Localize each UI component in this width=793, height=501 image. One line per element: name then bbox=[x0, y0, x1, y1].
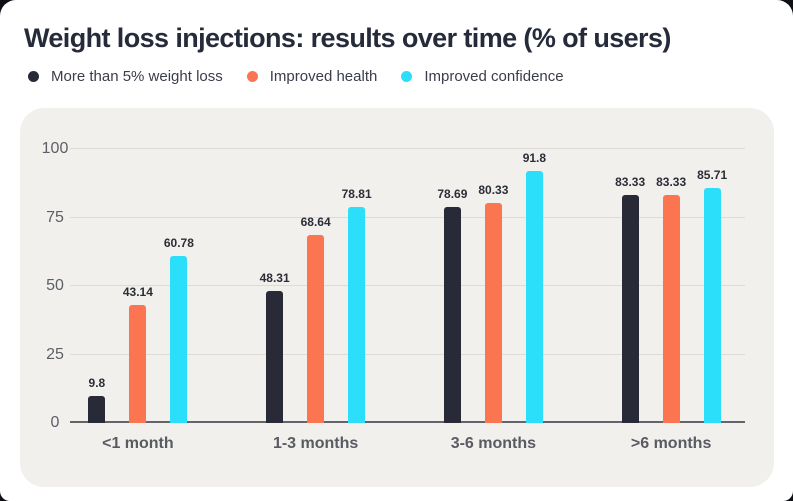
bar-slot: 48.31 bbox=[260, 149, 290, 423]
bar-slot: 68.64 bbox=[301, 149, 331, 423]
chart-title: Weight loss injections: results over tim… bbox=[24, 23, 671, 53]
gridline bbox=[70, 148, 745, 149]
legend-item-2: Improved confidence bbox=[401, 68, 564, 85]
legend-dot-icon bbox=[28, 71, 39, 82]
y-tick-label: 75 bbox=[46, 208, 64, 226]
category-group: 83.33 83.33 85.71 bbox=[582, 149, 760, 423]
bar-slot: 60.78 bbox=[164, 149, 194, 423]
legend-item-label: More than 5% weight loss bbox=[51, 68, 223, 85]
bar-value-label: 78.81 bbox=[341, 187, 372, 202]
bar bbox=[307, 234, 325, 423]
bar bbox=[443, 207, 461, 423]
x-tick-label: 1-3 months bbox=[272, 435, 359, 452]
bar bbox=[621, 194, 639, 423]
bar-value-label: 83.33 bbox=[615, 174, 646, 189]
bar-slot: 78.81 bbox=[342, 149, 372, 423]
bar-slot: 80.33 bbox=[478, 149, 508, 423]
bar-slot: 9.8 bbox=[88, 149, 106, 423]
legend-item-label: Improved health bbox=[269, 68, 378, 85]
bar-value-label: 9.8 bbox=[88, 376, 106, 391]
bar-value-label: 78.69 bbox=[437, 187, 468, 202]
bar-value-label: 80.33 bbox=[478, 182, 509, 197]
legend: More than 5% weight loss Improved health I… bbox=[28, 68, 564, 85]
bar-value-label: 91.8 bbox=[522, 151, 547, 166]
category-group: 78.69 80.33 91.8 bbox=[405, 149, 583, 423]
bar bbox=[129, 304, 147, 423]
bar bbox=[348, 207, 366, 423]
legend-dot-icon bbox=[246, 71, 258, 82]
legend-item-label: Improved confidence bbox=[424, 68, 564, 85]
category-group: 9.8 43.14 60.78 bbox=[49, 149, 227, 423]
gridline bbox=[70, 216, 745, 218]
bar-slot: 83.33 bbox=[615, 149, 645, 423]
chart-panel: 0 25 50 75 100 9.8 43.14 60.78 48.31 68.64 78.81 7… bbox=[20, 108, 774, 487]
bar bbox=[88, 396, 106, 423]
bar bbox=[662, 194, 680, 423]
bar-slot: 91.8 bbox=[522, 149, 547, 423]
y-tick-label: 100 bbox=[41, 140, 69, 157]
bar bbox=[170, 256, 188, 423]
x-axis-labels: <1 month 1-3 months 3-6 months >6 months bbox=[49, 435, 760, 453]
bar bbox=[266, 290, 284, 423]
bar-value-label: 68.64 bbox=[300, 214, 331, 229]
y-tick-label: 0 bbox=[50, 414, 60, 431]
bar bbox=[703, 188, 721, 423]
gridline bbox=[70, 285, 745, 286]
x-tick-label: >6 months bbox=[630, 435, 712, 452]
x-tick-label: 3-6 months bbox=[450, 435, 537, 452]
bar-value-label: 85.71 bbox=[697, 168, 728, 183]
bar bbox=[525, 171, 543, 423]
y-tick-label: 50 bbox=[46, 277, 64, 294]
legend-item-0: More than 5% weight loss bbox=[28, 68, 223, 85]
bar-value-label: 43.14 bbox=[122, 284, 153, 299]
category-group: 48.31 68.64 78.81 bbox=[227, 149, 405, 423]
legend-dot-icon bbox=[401, 71, 413, 82]
x-tick-label: <1 month bbox=[102, 435, 174, 452]
bar-value-label: 60.78 bbox=[163, 236, 194, 251]
gridline bbox=[70, 353, 745, 355]
bar-slot: 78.69 bbox=[437, 149, 467, 423]
bar-slot: 85.71 bbox=[697, 149, 727, 423]
bar-value-label: 48.31 bbox=[259, 270, 290, 285]
bars-layer: 9.8 43.14 60.78 48.31 68.64 78.81 78.69 80.33 91… bbox=[49, 149, 760, 423]
x-axis-line bbox=[70, 421, 745, 423]
bar-slot: 83.33 bbox=[656, 149, 686, 423]
bar bbox=[484, 202, 502, 423]
bar-value-label: 83.33 bbox=[656, 174, 687, 189]
plot-area: 0 25 50 75 100 9.8 43.14 60.78 48.31 68.64 78.81 7… bbox=[42, 140, 745, 452]
bar-slot: 43.14 bbox=[123, 149, 153, 423]
legend-item-1: Improved health bbox=[246, 68, 378, 85]
y-tick-label: 25 bbox=[46, 345, 64, 363]
